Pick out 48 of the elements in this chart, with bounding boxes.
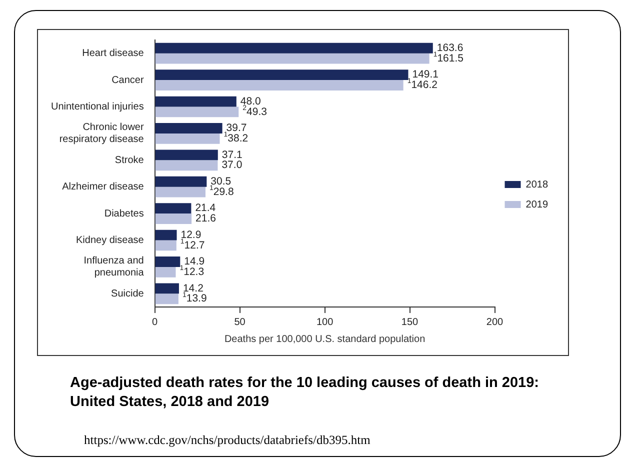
data-label: 21.4 xyxy=(195,202,216,214)
text: https://www.cdc.gov/nchs/products/databriefs/db395.htm xyxy=(84,433,370,448)
data-label: 149.1 xyxy=(412,68,439,81)
data-label: 39.7 xyxy=(226,122,247,134)
bar xyxy=(155,150,218,160)
bar xyxy=(155,53,430,64)
data-label: 14.9 xyxy=(184,256,205,268)
y-tick-label: Influenza and pneumonia xyxy=(84,256,144,279)
bar xyxy=(155,214,192,224)
bar xyxy=(155,240,176,251)
bar xyxy=(155,70,408,80)
bar xyxy=(155,203,192,214)
y-tick-label: Diabetes xyxy=(104,208,144,220)
data-label: 37.0 xyxy=(222,159,242,172)
data-label: 163.6 xyxy=(436,42,464,54)
x-tick-label: 100 xyxy=(316,316,334,328)
y-tick-label: Chronic lower respiratory disease xyxy=(59,122,144,146)
text: Age-adjusted death rates for the 10 leading causes of death in 2019: United States, 2018 and 2019 xyxy=(70,374,540,412)
bar xyxy=(155,133,220,144)
bar xyxy=(155,42,433,54)
bar xyxy=(155,256,180,267)
bar xyxy=(155,123,222,134)
bar xyxy=(155,230,177,240)
bar xyxy=(155,80,404,90)
y-tick-label: Stroke xyxy=(114,154,144,166)
x-axis-title: Deaths per 100,000 U.S. standard population xyxy=(224,334,426,345)
bar xyxy=(155,266,176,278)
bar xyxy=(155,176,207,187)
bar xyxy=(155,186,206,198)
x-tick-label: 0 xyxy=(152,316,158,328)
y-tick-label: Heart disease xyxy=(82,48,144,60)
legend-label: 2018 xyxy=(526,179,548,190)
legend-label: 2019 xyxy=(526,199,548,210)
y-tick-label: Cancer xyxy=(112,74,144,86)
data-label: 21.6 xyxy=(196,212,216,225)
x-tick-label: 50 xyxy=(234,316,246,328)
y-tick-label: Kidney disease xyxy=(76,235,144,246)
y-tick-label: Unintentional injuries xyxy=(50,102,144,112)
bar xyxy=(155,106,239,118)
data-label: 37.1 xyxy=(222,148,242,161)
x-tick-label: 150 xyxy=(401,316,419,328)
y-tick-label: Suicide xyxy=(111,288,144,300)
x-tick-label: 200 xyxy=(486,316,504,328)
bar xyxy=(155,294,178,304)
bar xyxy=(155,283,179,294)
y-tick-label: Alzheimer disease xyxy=(62,182,144,193)
bar xyxy=(155,96,236,107)
bar xyxy=(155,160,218,171)
